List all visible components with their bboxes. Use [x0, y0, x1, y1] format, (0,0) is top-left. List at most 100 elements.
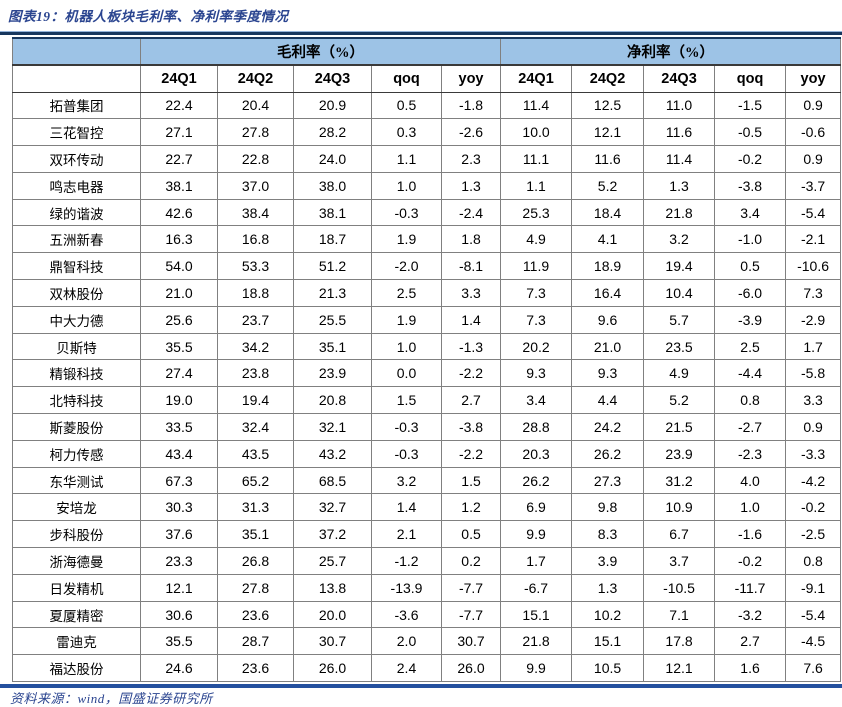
- value-cell: -13.9: [371, 573, 442, 602]
- value-cell: 10.0: [500, 118, 573, 147]
- value-cell: -2.1: [785, 225, 842, 254]
- value-cell: -0.2: [714, 145, 787, 173]
- source-rule: [0, 684, 842, 689]
- value-cell: 2.7: [714, 627, 787, 656]
- table-row: 精锻科技 27.4 23.8 23.9 0.0 -2.2 9.3 9.3 4.9 -4.4 -5.8: [12, 359, 842, 388]
- company-name-cell: 鸣志电器: [12, 171, 141, 200]
- company-name-cell: 福达股份: [12, 654, 141, 683]
- col-header: 24Q2: [217, 64, 294, 93]
- value-cell: 26.2: [571, 439, 645, 468]
- value-cell: 20.2: [500, 332, 573, 361]
- value-cell: 5.7: [643, 305, 716, 334]
- value-cell: 25.7: [293, 547, 372, 575]
- value-cell: 23.9: [293, 359, 372, 388]
- sub-header-row: 24Q1 24Q2 24Q3 qoq yoy 24Q1 24Q2 24Q3 qo…: [12, 64, 842, 93]
- value-cell: 20.8: [293, 386, 372, 415]
- company-name-cell: 绿的谐波: [12, 198, 141, 227]
- value-cell: 51.2: [293, 252, 372, 281]
- table-row: 浙海德曼 23.3 26.8 25.7 -1.2 0.2 1.7 3.9 3.7 -0.2 0.8: [12, 547, 842, 575]
- table-row: 鼎智科技 54.0 53.3 51.2 -2.0 -8.1 11.9 18.9 19.4 0.5-…: [12, 252, 842, 281]
- value-cell: 4.9: [500, 225, 573, 254]
- value-cell: 31.2: [643, 466, 716, 495]
- value-cell: 5.2: [571, 171, 645, 200]
- value-cell: 1.1: [500, 171, 573, 200]
- value-cell: -2.3: [714, 439, 787, 468]
- company-name-cell: 中大力德: [12, 305, 141, 334]
- table-row: 柯力传感 43.4 43.5 43.2 -0.3 -2.2 20.3 26.2 23.9 -2.3…: [12, 439, 842, 468]
- value-cell: -1.5: [714, 91, 787, 120]
- table-row: 鸣志电器 38.1 37.0 38.0 1.0 1.3 1.1 5.2 1.3 -3.8 -3.7: [12, 171, 842, 200]
- value-cell: 25.5: [293, 305, 372, 334]
- company-name-cell: 北特科技: [12, 386, 141, 415]
- table-row: 五洲新春 16.3 16.8 18.7 1.9 1.8 4.9 4.1 3.2 -1.0 -2.1: [12, 225, 842, 254]
- value-cell: 11.4: [643, 145, 716, 173]
- value-cell: 42.6: [140, 198, 218, 227]
- value-cell: 8.3: [571, 520, 645, 549]
- value-cell: 3.2: [643, 225, 716, 254]
- value-cell: 3.4: [500, 386, 573, 415]
- value-cell: 11.9: [500, 252, 573, 281]
- value-cell: 28.7: [217, 627, 294, 656]
- value-cell: 35.5: [140, 627, 218, 656]
- value-cell: 2.4: [371, 654, 442, 683]
- value-cell: -2.2: [440, 359, 502, 388]
- value-cell: 10.5: [571, 654, 645, 683]
- value-cell: -0.2: [714, 547, 787, 575]
- value-cell: -10.5: [643, 573, 716, 602]
- value-cell: 21.8: [500, 627, 573, 656]
- value-cell: -1.6: [714, 520, 787, 549]
- value-cell: 25.3: [500, 198, 573, 227]
- value-cell: -0.5: [714, 118, 787, 147]
- table-row: 福达股份 24.6 23.6 26.0 2.4 26.0 9.9 10.5 12.1 1.6 7.6: [12, 654, 842, 683]
- value-cell: 32.7: [293, 493, 372, 522]
- company-name-cell: 步科股份: [12, 520, 141, 549]
- value-cell: 19.0: [140, 386, 218, 415]
- table-row: 中大力德 25.6 23.7 25.5 1.9 1.4 7.3 9.6 5.7 -3.9 -2.9: [12, 305, 842, 334]
- value-cell: -5.8: [785, 359, 842, 388]
- value-cell: 35.5: [140, 332, 218, 361]
- value-cell: 27.8: [217, 573, 294, 602]
- value-cell: -10.6: [785, 252, 842, 281]
- value-cell: -3.7: [785, 171, 842, 200]
- value-cell: 24.2: [571, 413, 645, 441]
- value-cell: -0.3: [371, 439, 442, 468]
- value-cell: 38.1: [293, 198, 372, 227]
- value-cell: 38.0: [293, 171, 372, 200]
- company-name-cell: 东华测试: [12, 466, 141, 495]
- title-rule: [0, 31, 842, 35]
- value-cell: 9.6: [571, 305, 645, 334]
- value-cell: -1.2: [371, 547, 442, 575]
- col-header: 24Q2: [571, 64, 645, 93]
- value-cell: 1.4: [371, 493, 442, 522]
- value-cell: -1.3: [440, 332, 502, 361]
- value-cell: 9.8: [571, 493, 645, 522]
- value-cell: 22.7: [140, 145, 218, 173]
- value-cell: 43.5: [217, 439, 294, 468]
- value-cell: 3.3: [785, 386, 842, 415]
- value-cell: -1.0: [714, 225, 787, 254]
- value-cell: 65.2: [217, 466, 294, 495]
- value-cell: 0.2: [440, 547, 502, 575]
- value-cell: 0.9: [785, 145, 842, 173]
- value-cell: 20.9: [293, 91, 372, 120]
- value-cell: -2.5: [785, 520, 842, 549]
- value-cell: 10.2: [571, 600, 645, 629]
- value-cell: 13.8: [293, 573, 372, 602]
- value-cell: 0.8: [714, 386, 787, 415]
- value-cell: -7.7: [440, 573, 502, 602]
- value-cell: 12.1: [643, 654, 716, 683]
- table-row: 贝斯特 35.5 34.2 35.1 1.0 -1.3 20.2 21.0 23.5 2.5 1.7: [12, 332, 842, 361]
- value-cell: 37.0: [217, 171, 294, 200]
- value-cell: 16.8: [217, 225, 294, 254]
- company-name-cell: 双林股份: [12, 279, 141, 307]
- value-cell: -2.2: [440, 439, 502, 468]
- value-cell: 21.5: [643, 413, 716, 441]
- value-cell: 7.3: [500, 279, 573, 307]
- value-cell: 30.3: [140, 493, 218, 522]
- col-header: qoq: [714, 64, 787, 93]
- value-cell: 30.6: [140, 600, 218, 629]
- table-row: 安培龙 30.3 31.3 32.7 1.4 1.2 6.9 9.8 10.9 1.0 -0.2: [12, 493, 842, 522]
- value-cell: 1.0: [714, 493, 787, 522]
- value-cell: 38.4: [217, 198, 294, 227]
- value-cell: 11.4: [500, 91, 573, 120]
